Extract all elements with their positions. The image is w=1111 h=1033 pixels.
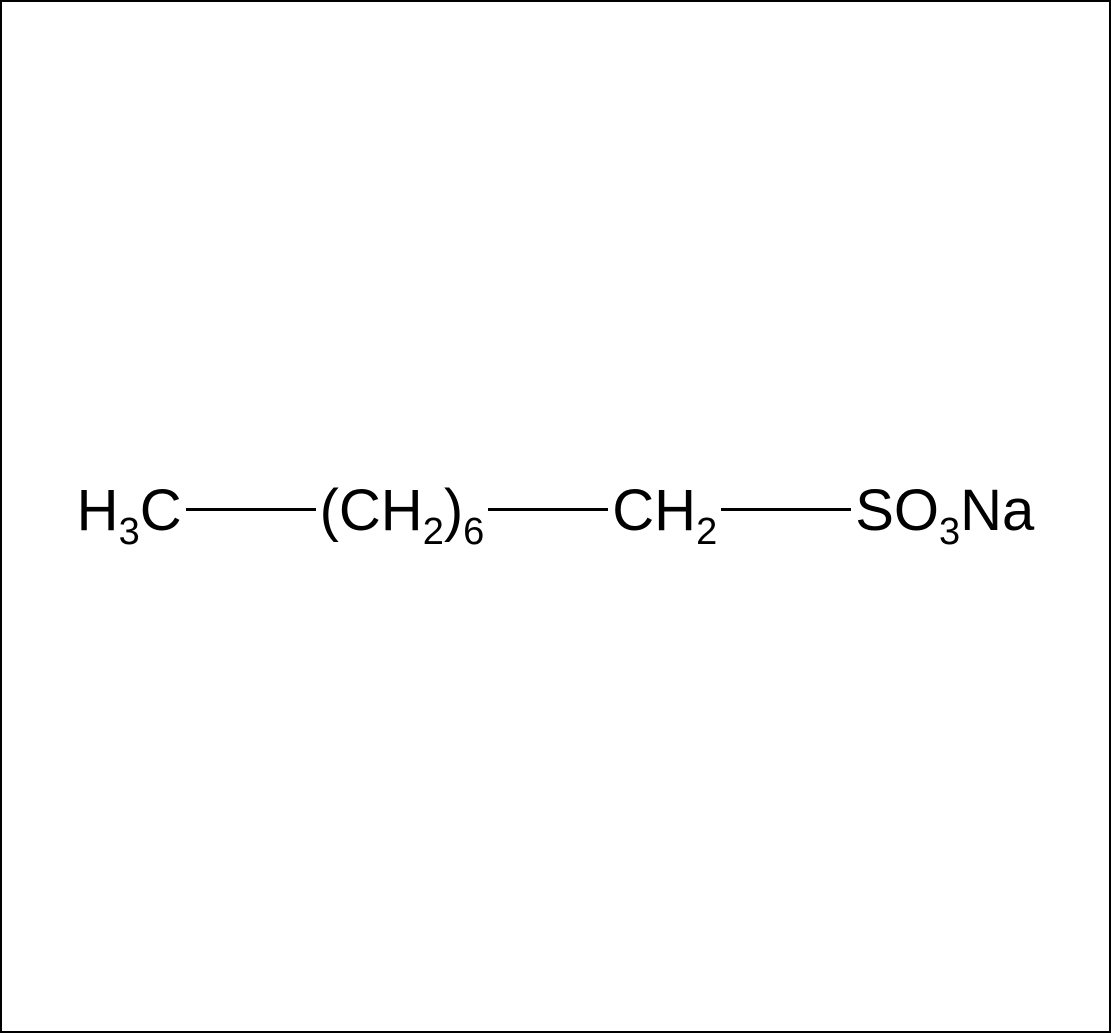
group-1-sub1: 3 bbox=[119, 513, 140, 551]
chemical-formula: H 3 C (CH 2 ) 6 CH 2 SO 3 Na bbox=[2, 482, 1109, 540]
group-1-post: C bbox=[140, 482, 182, 540]
group-ch2: CH 2 bbox=[612, 482, 717, 540]
group-ch2-6: (CH 2 ) 6 bbox=[320, 482, 485, 540]
group-1-pre: H bbox=[77, 482, 119, 540]
bond-2 bbox=[488, 508, 608, 511]
group-2-sub1: 2 bbox=[423, 513, 444, 551]
group-2-pre: (CH bbox=[320, 482, 423, 540]
group-4-sub1: 3 bbox=[939, 513, 960, 551]
group-3-sub1: 2 bbox=[696, 513, 717, 551]
bond-3 bbox=[721, 508, 851, 511]
group-2-sub2: 6 bbox=[463, 513, 484, 551]
group-2-mid: ) bbox=[444, 482, 463, 540]
group-h3c: H 3 C bbox=[77, 482, 182, 540]
bond-1 bbox=[186, 508, 316, 511]
group-4-pre: SO bbox=[855, 482, 939, 540]
group-so3na: SO 3 Na bbox=[855, 482, 1034, 540]
group-4-post: Na bbox=[960, 482, 1034, 540]
group-3-pre: CH bbox=[612, 482, 696, 540]
